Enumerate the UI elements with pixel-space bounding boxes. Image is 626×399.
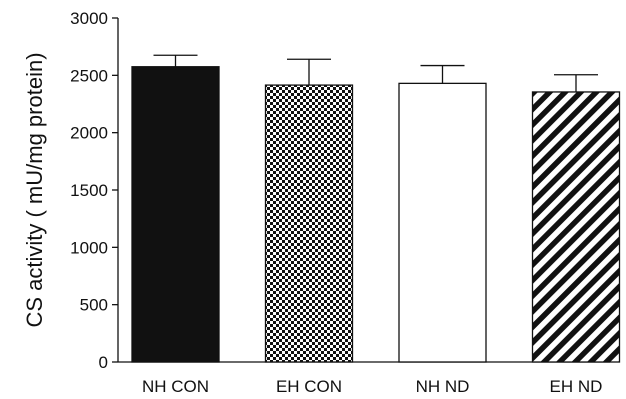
category-label: EH ND [550,377,603,396]
y-tick-label: 3000 [70,9,108,28]
y-tick-label: 2000 [70,124,108,143]
category-label: NH CON [142,377,209,396]
bar-nh-nd [398,82,487,363]
error-bars [153,54,598,92]
category-label: NH ND [416,377,470,396]
y-tick-label: 1500 [70,181,108,200]
y-axis: 0 500 1000 1500 2000 2500 3000 [70,9,119,372]
y-axis-title: CS activity ( mU/mg protein) [22,52,47,327]
category-labels: NH CON EH CON NH ND EH ND [142,377,602,396]
bar-nh-con [131,66,220,363]
bar-eh-nd [531,91,621,363]
bar-eh-con [264,84,354,363]
y-tick-label: 1000 [70,238,108,257]
category-label: EH CON [276,377,342,396]
bars [131,66,621,363]
y-tick-label: 2500 [70,66,108,85]
y-tick-label: 500 [80,296,108,315]
y-tick-label: 0 [99,353,108,372]
